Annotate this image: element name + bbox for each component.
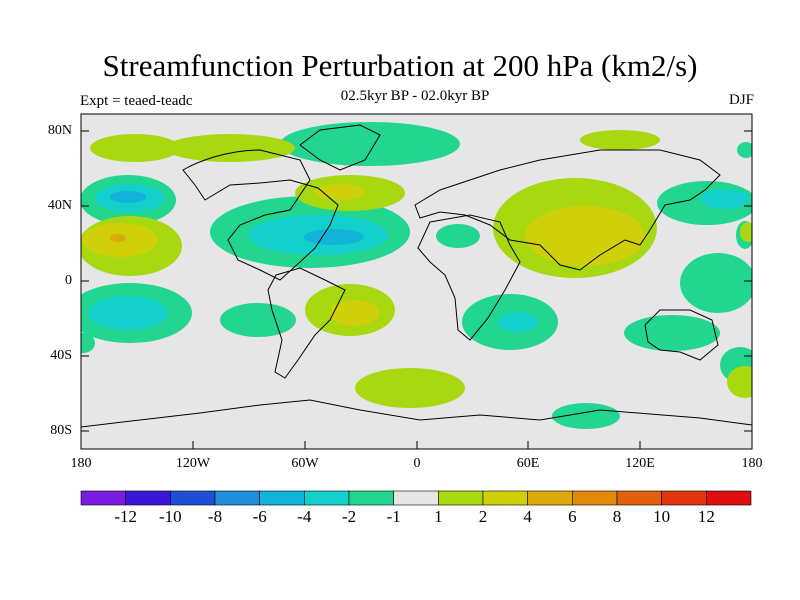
anomaly-indian-ocean-core xyxy=(498,312,538,332)
map-area xyxy=(81,114,752,449)
colorbar-label: -4 xyxy=(297,507,312,526)
colorbar-label: 4 xyxy=(523,507,532,526)
lon-label-60w: 60W xyxy=(291,456,319,471)
colorbar-label: -6 xyxy=(252,507,267,526)
coast-south-america xyxy=(267,267,346,379)
colorbar-label: -2 xyxy=(341,507,357,526)
anomaly-east-edge-pos xyxy=(740,222,752,242)
coast-antarctica xyxy=(81,399,752,428)
colorbar-box xyxy=(393,490,439,506)
lat-label-40n: 40N xyxy=(47,198,72,213)
negative-anomalies xyxy=(81,122,752,429)
colorbar-label: 8 xyxy=(612,507,622,526)
colorbar-box xyxy=(214,490,260,506)
anomaly-bering-pos xyxy=(90,134,180,162)
axis-ticks xyxy=(81,130,752,449)
lon-label-60e: 60E xyxy=(516,456,540,471)
coast-africa xyxy=(417,214,521,341)
lat-label-40s: 40S xyxy=(50,348,72,363)
figure-title: Streamfunction Perturbation at 200 hPa (… xyxy=(102,48,698,83)
anomaly-north-atlantic-inner xyxy=(304,229,364,245)
colorbar-box xyxy=(706,490,752,506)
colorbar-box xyxy=(482,490,528,506)
anomaly-south-america-core xyxy=(330,300,380,326)
coast-greenland xyxy=(299,124,381,171)
colorbar-box xyxy=(661,490,707,506)
coast-australia xyxy=(644,309,719,361)
coastlines xyxy=(81,124,752,428)
season-label: DJF xyxy=(728,92,754,108)
anomaly-siberia-pos xyxy=(580,130,660,150)
anomaly-asia-core xyxy=(525,206,645,266)
anomaly-canadian-arctic-pos xyxy=(165,134,295,162)
colorbar-box xyxy=(80,490,126,506)
colorbar-box xyxy=(348,490,394,506)
coast-north-america xyxy=(182,149,339,281)
anomaly-south-atlantic-pos xyxy=(355,368,465,408)
colorbar-box xyxy=(572,490,618,506)
anomaly-tropical-west-pacific-neg xyxy=(680,253,752,313)
lon-label-120w: 120W xyxy=(175,456,211,471)
lat-label-0: 0 xyxy=(65,273,72,288)
colorbar-label: -1 xyxy=(386,507,401,526)
lon-label-120e: 120E xyxy=(625,456,655,471)
colorbar-box xyxy=(170,490,216,506)
anomaly-south-pacific-core xyxy=(88,296,168,330)
figure-subtitle: 02.5kyr BP - 02.0kyr BP xyxy=(340,88,490,104)
lon-label-0: 0 xyxy=(413,456,421,471)
anomaly-southern-ocean-neg xyxy=(552,403,620,429)
colorbar-label: -8 xyxy=(207,507,223,526)
coast-eurasia xyxy=(414,149,721,271)
colorbar-box xyxy=(304,490,350,506)
colorbar-label: 6 xyxy=(568,507,577,526)
anomaly-arctic-edge-neg xyxy=(737,142,752,158)
anomaly-dateline-south-neg xyxy=(81,333,95,353)
anomaly-subtropical-pacific-inner xyxy=(110,234,126,242)
anomaly-north-pacific-inner xyxy=(110,191,146,203)
colorbar-label: -12 xyxy=(114,507,137,526)
colorbar-label: 1 xyxy=(434,507,443,526)
anomaly-greenland-neg xyxy=(280,122,460,166)
colorbar-label: 2 xyxy=(478,507,488,526)
lon-label-180-right: 180 xyxy=(741,456,763,471)
colorbar-box xyxy=(125,490,171,506)
colorbar-box xyxy=(527,490,573,506)
colorbar-label: 10 xyxy=(653,507,671,526)
colorbar-label: 12 xyxy=(697,507,715,526)
anomaly-africa-north-neg xyxy=(436,224,480,248)
colorbar-label: -10 xyxy=(158,507,182,526)
anomaly-new-zealand-pos xyxy=(727,366,752,398)
anomaly-southeast-pacific-neg xyxy=(220,303,296,337)
anomaly-west-pacific-core xyxy=(700,189,750,209)
lat-label-80n: 80N xyxy=(47,123,72,138)
colorbar-box xyxy=(259,490,305,506)
colorbar xyxy=(80,490,752,506)
anomaly-south-west-pacific-neg xyxy=(624,315,720,351)
positive-anomalies xyxy=(81,130,752,408)
lon-label-180-left: 180 xyxy=(70,456,92,471)
colorbar-box xyxy=(616,490,662,506)
lat-label-80s: 80S xyxy=(50,423,72,438)
experiment-label: Expt = teaed-teadc xyxy=(80,93,193,109)
colorbar-box xyxy=(438,490,484,506)
